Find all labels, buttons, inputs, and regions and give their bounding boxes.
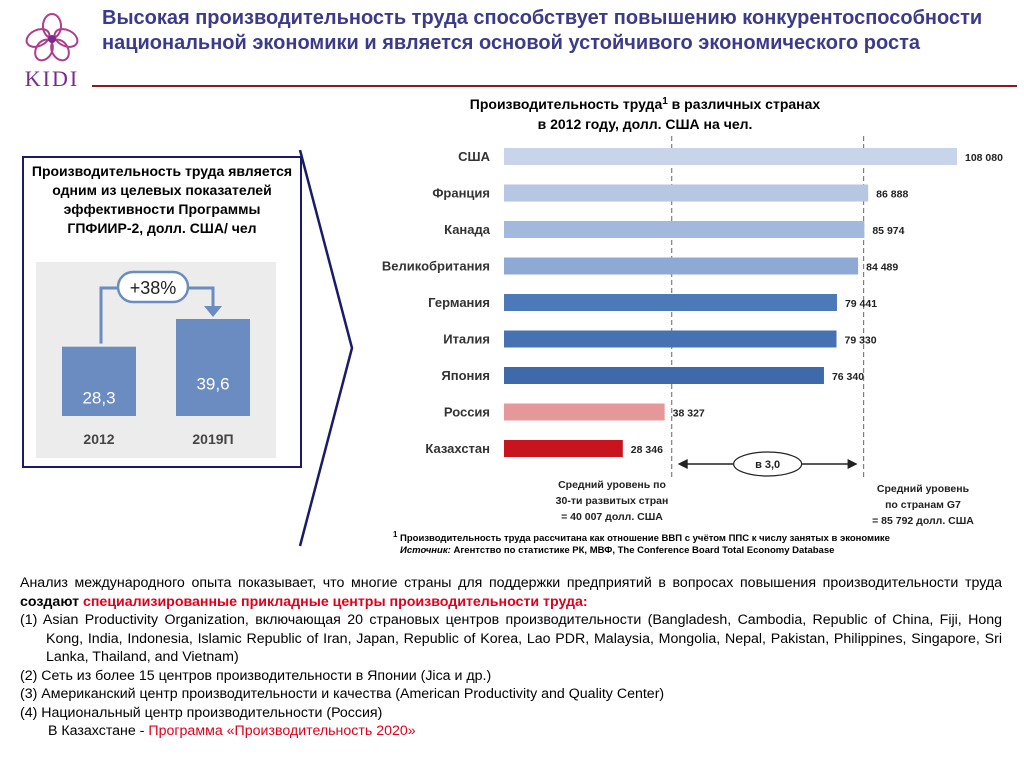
bar-value-label: 39,6: [196, 375, 229, 394]
flower-logo-icon: [25, 13, 79, 62]
title-divider: [92, 85, 1017, 87]
list-item: (3) Американский центр производительност…: [20, 686, 665, 702]
target-bar-chart: 28,3 2012 39,6 2019П +38%: [36, 262, 276, 458]
category-label: 2012: [83, 431, 114, 447]
growth-badge: [116, 270, 190, 304]
bar-value-label: 84 489: [866, 262, 898, 274]
target-indicator-panel: Производительность труда является одним …: [22, 156, 302, 468]
country-label: Италия: [443, 332, 490, 347]
kidi-logo: KIDI: [12, 10, 92, 91]
category-label: 2019П: [192, 431, 233, 447]
bar-Казахстан: [504, 440, 623, 457]
footnote-marker: 1: [393, 530, 398, 539]
chart-title: Производительность труда1 в различных ст…: [470, 96, 821, 112]
bar-Япония: [504, 367, 824, 384]
reference-label: Средний уровень: [877, 483, 970, 495]
chevron-right-icon: [298, 150, 354, 547]
country-label: Россия: [444, 405, 490, 420]
bar-value-label: 38 327: [673, 408, 705, 420]
gap-label: в 3,0: [755, 459, 780, 471]
country-label: США: [458, 149, 490, 164]
list-item: (2) Сеть из более 15 центров производите…: [20, 667, 492, 684]
source-text: Агентство по статистике РК, МВФ, The Con…: [453, 545, 835, 557]
reference-label: Средний уровень по: [558, 479, 666, 491]
arrow-left-icon: [677, 459, 688, 469]
bar-Россия: [504, 403, 665, 421]
bar-Великобритания: [504, 257, 859, 275]
country-productivity-chart: Производительность труда1 в различных ст…: [382, 96, 1003, 527]
growth-label: +38%: [130, 278, 177, 298]
arrow-right-icon: [847, 459, 858, 469]
bar-Германия: [504, 294, 837, 311]
bar-value-label: 76 340: [832, 371, 864, 383]
bar-value-label: 108 080: [965, 152, 1003, 164]
bar-value-label: 28 346: [631, 444, 663, 456]
country-label: Казахстан: [425, 441, 490, 456]
page-title: Высокая производительность труда способс…: [102, 7, 983, 54]
gap-badge: [733, 451, 803, 477]
country-label: Германия: [428, 295, 490, 310]
bar-2012: [62, 346, 136, 416]
reference-label: по странам G7: [885, 499, 961, 511]
chart-subtitle: в 2012 году, долл. США на чел.: [538, 116, 753, 132]
bar-2019П: [176, 319, 250, 416]
bar-Италия: [504, 330, 837, 348]
logo-text: KIDI: [24, 66, 80, 91]
footnote-text: Производительность труда рассчитана как …: [400, 533, 890, 545]
intro-paragraph: Анализ международного опыта показывает, …: [20, 575, 1002, 610]
bar-value-label: 79 441: [845, 298, 877, 310]
bar-value-label: 85 974: [872, 225, 904, 237]
reference-label: = 85 792 долл. США: [872, 515, 974, 527]
source-label: Источник:: [400, 545, 451, 557]
reference-label: 30-ти развитых стран: [556, 495, 669, 507]
bar-value-label: 86 888: [876, 189, 908, 201]
country-label: Великобритания: [382, 259, 490, 274]
analysis-text: Анализ международного опыта показывает, …: [20, 574, 1002, 741]
list-item: (4) Национальный центр производительност…: [20, 704, 383, 721]
list-item: (1) Asian Productivity Organization, вкл…: [20, 612, 1002, 665]
bar-Канада: [504, 221, 865, 238]
kazakhstan-program-line: В Казахстане - Программа «Производительн…: [48, 723, 416, 739]
country-label: Канада: [444, 222, 491, 237]
arrow-down-icon: [204, 306, 222, 317]
chart-footnote: 1 Производительность труда рассчитана ка…: [393, 529, 1013, 557]
panel-title: Производительность труда является одним …: [31, 163, 293, 236]
bar-США: [504, 148, 957, 165]
country-label: Франция: [432, 186, 490, 201]
bar-value-label: 79 330: [844, 335, 876, 347]
bar-value-label: 28,3: [82, 388, 115, 407]
reference-label: = 40 007 долл. США: [561, 511, 663, 523]
bar-Франция: [504, 184, 869, 202]
country-label: Япония: [441, 368, 490, 383]
